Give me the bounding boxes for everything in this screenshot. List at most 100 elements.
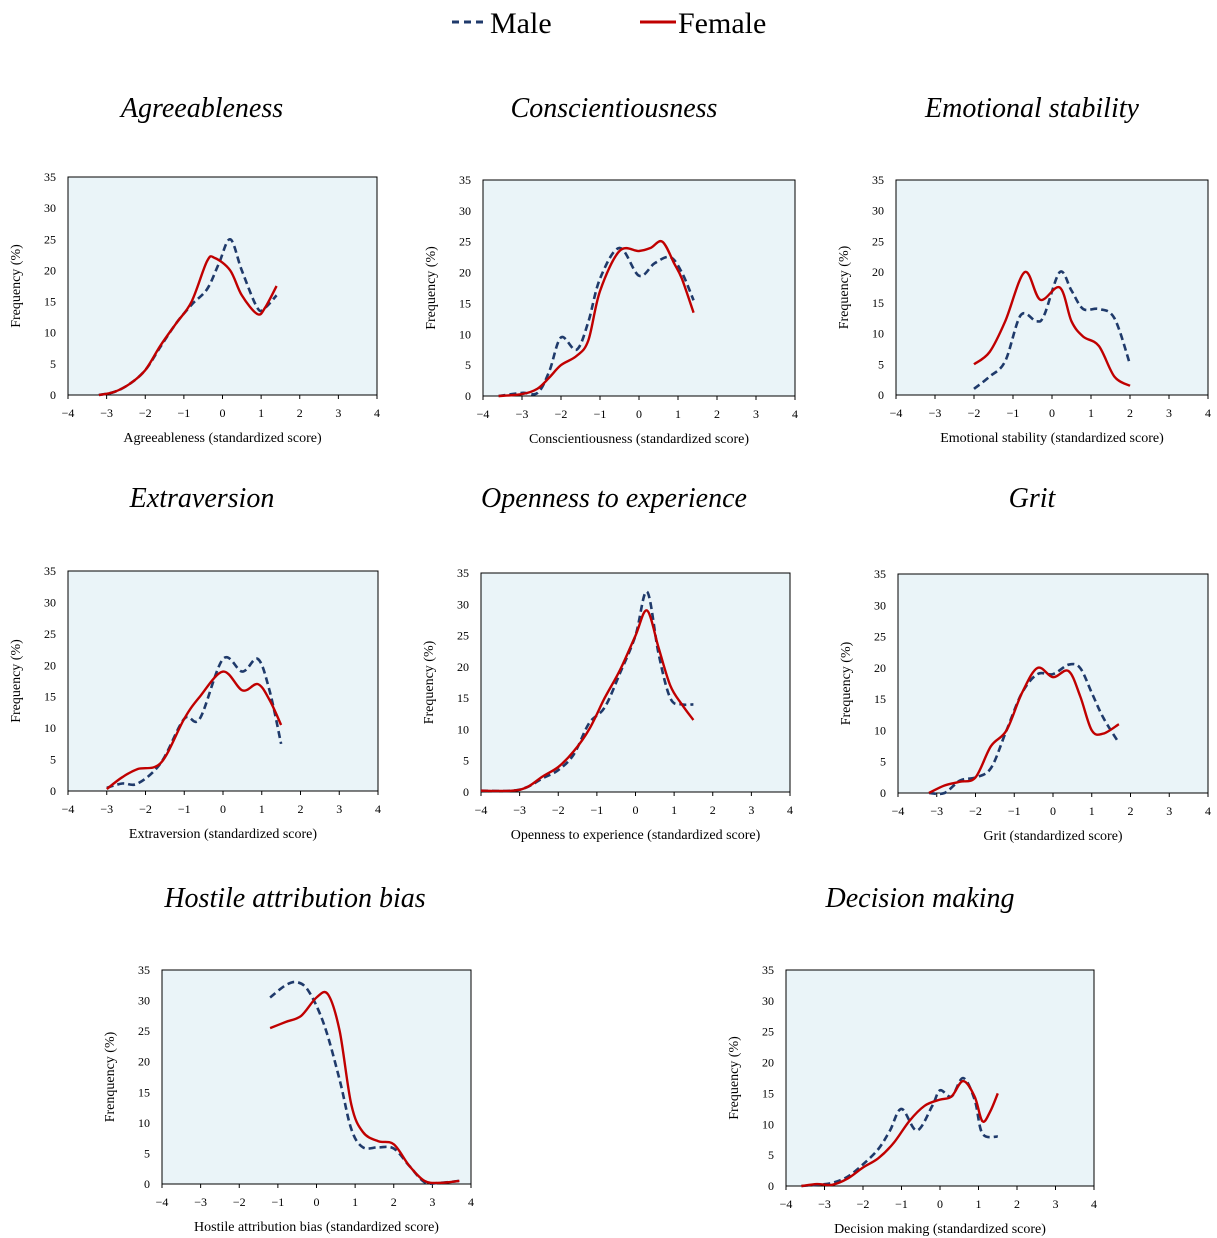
x-tick-label: −3 — [513, 803, 526, 817]
y-tick-label: 15 — [457, 691, 469, 705]
y-axis-label: Frequency (%) — [839, 641, 854, 725]
y-tick-label: 10 — [44, 721, 56, 735]
x-tick-label: 2 — [1127, 406, 1133, 420]
plot-area — [785, 969, 1095, 1187]
y-tick-label: 15 — [44, 295, 56, 309]
series-female-line — [498, 239, 695, 398]
y-tick-label: 20 — [138, 1055, 150, 1069]
y-axis-label: Frenquency (%) — [103, 1031, 118, 1122]
x-tick-label: 1 — [976, 1197, 982, 1211]
plot-area — [67, 176, 378, 396]
y-axis-label: Frequency (%) — [9, 244, 24, 328]
y-tick-label: 35 — [459, 173, 471, 187]
y-tick-label: 10 — [762, 1117, 774, 1131]
y-tick-label: 0 — [465, 389, 471, 403]
x-tick-label: 0 — [314, 1195, 320, 1209]
y-tick-label: 10 — [459, 327, 471, 341]
y-tick-label: 30 — [457, 597, 469, 611]
x-tick-label: −1 — [271, 1195, 284, 1209]
x-tick-label: 3 — [336, 802, 342, 816]
y-tick-label: 25 — [872, 234, 884, 248]
y-tick-label: 35 — [762, 963, 774, 977]
y-tick-label: 30 — [44, 201, 56, 215]
x-tick-label: −1 — [594, 407, 607, 421]
y-tick-label: 15 — [872, 296, 884, 310]
x-axis-label: Agreeableness (standardized score) — [123, 431, 322, 446]
x-tick-label: −2 — [233, 1195, 246, 1209]
x-tick-label: 2 — [297, 406, 303, 420]
x-tick-label: 4 — [468, 1195, 474, 1209]
series-female-line — [973, 270, 1131, 387]
x-tick-label: −1 — [895, 1197, 908, 1211]
y-tick-label: 20 — [44, 263, 56, 277]
y-tick-label: 20 — [872, 265, 884, 279]
y-tick-label: 25 — [44, 232, 56, 246]
plot-area — [161, 969, 472, 1185]
x-tick-label: 1 — [1088, 406, 1094, 420]
y-tick-label: 15 — [138, 1085, 150, 1099]
y-tick-label: 5 — [880, 755, 886, 769]
x-tick-label: 0 — [633, 803, 639, 817]
x-tick-label: −4 — [62, 406, 75, 420]
x-tick-label: −2 — [555, 407, 568, 421]
series-female-line — [269, 990, 460, 1185]
x-tick-label: 0 — [937, 1197, 943, 1211]
x-tick-label: −1 — [178, 802, 191, 816]
x-tick-label: 1 — [671, 803, 677, 817]
y-tick-label: 15 — [762, 1086, 774, 1100]
x-tick-label: 1 — [675, 407, 681, 421]
y-tick-label: 30 — [44, 595, 56, 609]
x-tick-label: −1 — [590, 803, 603, 817]
y-tick-label: 30 — [138, 994, 150, 1008]
plot-area — [67, 570, 379, 792]
x-tick-label: −2 — [969, 804, 982, 818]
series-female-line — [480, 609, 695, 793]
y-tick-label: 5 — [463, 754, 469, 768]
x-tick-label: 0 — [220, 406, 226, 420]
x-tick-label: −4 — [62, 802, 75, 816]
y-tick-label: 20 — [762, 1056, 774, 1070]
x-tick-label: −2 — [139, 802, 152, 816]
x-tick-label: 2 — [1014, 1197, 1020, 1211]
y-tick-label: 5 — [50, 357, 56, 371]
y-tick-label: 10 — [138, 1116, 150, 1130]
x-tick-label: 4 — [1091, 1197, 1097, 1211]
y-tick-label: 20 — [457, 660, 469, 674]
x-axis-label: Emotional stability (standardized score) — [940, 431, 1164, 446]
panel-title-hostile-attribution-bias: Hostile attribution bias — [164, 883, 426, 914]
y-tick-label: 15 — [44, 690, 56, 704]
series-female-line — [928, 666, 1120, 795]
x-tick-label: −2 — [139, 406, 152, 420]
x-tick-label: 3 — [335, 406, 341, 420]
y-tick-label: 30 — [872, 204, 884, 218]
y-tick-label: 0 — [878, 388, 884, 402]
series-male-line — [928, 662, 1120, 796]
x-tick-label: 2 — [1128, 804, 1134, 818]
x-tick-label: 3 — [753, 407, 759, 421]
y-tick-label: 20 — [874, 661, 886, 675]
x-tick-label: 0 — [220, 802, 226, 816]
x-tick-label: 3 — [429, 1195, 435, 1209]
y-tick-label: 35 — [44, 564, 56, 578]
x-tick-label: −3 — [930, 804, 943, 818]
x-tick-label: −4 — [892, 804, 905, 818]
x-tick-label: 0 — [636, 407, 642, 421]
x-tick-label: 4 — [1205, 406, 1211, 420]
series-female-line — [98, 255, 278, 397]
y-tick-label: 10 — [457, 722, 469, 736]
legend-female-label: Female — [678, 7, 766, 40]
x-tick-label: 1 — [1089, 804, 1095, 818]
y-tick-label: 10 — [872, 327, 884, 341]
y-tick-label: 35 — [872, 173, 884, 187]
y-tick-label: 0 — [463, 785, 469, 799]
panel-title-conscientiousness: Conscientiousness — [510, 93, 718, 124]
y-tick-label: 15 — [459, 296, 471, 310]
series-female-line — [106, 670, 283, 791]
x-tick-label: −4 — [780, 1197, 793, 1211]
x-tick-label: 0 — [1050, 804, 1056, 818]
